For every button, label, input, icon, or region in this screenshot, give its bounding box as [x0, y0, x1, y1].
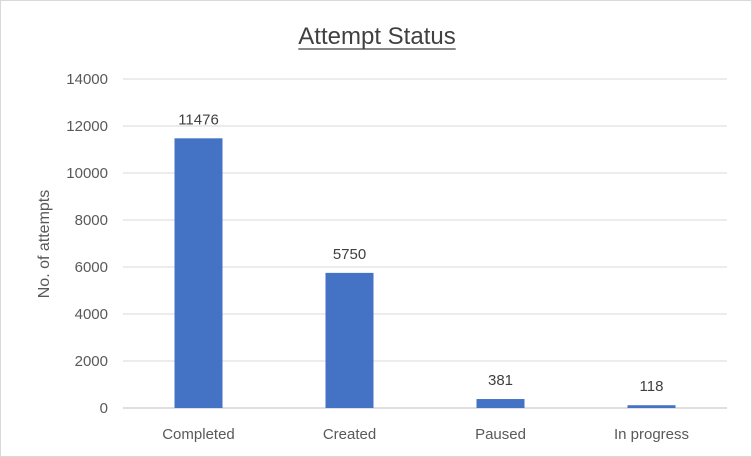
y-tick-label: 2000	[75, 353, 108, 370]
chart-title: Attempt Status	[298, 23, 455, 50]
x-category-label: Paused	[475, 426, 526, 443]
gridlines	[123, 78, 727, 409]
y-tick-label: 12000	[66, 118, 108, 135]
y-tick-label: 14000	[66, 71, 108, 88]
data-label: 118	[640, 378, 664, 395]
x-axis-categories: Completed Created Paused In progress	[162, 426, 689, 443]
bars	[174, 138, 676, 408]
data-labels: 11476 5750 381 118	[178, 111, 663, 395]
bar-in-progress	[627, 405, 676, 408]
y-tick-label: 10000	[66, 165, 108, 182]
x-category-label: Completed	[162, 426, 235, 443]
bar-paused	[476, 399, 525, 408]
bar-created	[325, 272, 374, 408]
y-tick-label: 4000	[75, 306, 108, 323]
y-axis-title: No. of attempts	[36, 190, 53, 299]
data-label: 11476	[178, 111, 219, 128]
y-tick-label: 0	[100, 400, 108, 417]
data-label: 381	[488, 372, 513, 389]
y-tick-label: 6000	[75, 259, 108, 276]
y-tick-label: 8000	[75, 212, 108, 229]
bar-completed	[174, 138, 223, 408]
x-category-label: In progress	[614, 426, 689, 443]
data-label: 5750	[333, 246, 366, 263]
x-category-label: Created	[323, 426, 376, 443]
y-axis-ticks: 0 2000 4000 6000 8000 10000 12000 14000	[66, 71, 108, 417]
